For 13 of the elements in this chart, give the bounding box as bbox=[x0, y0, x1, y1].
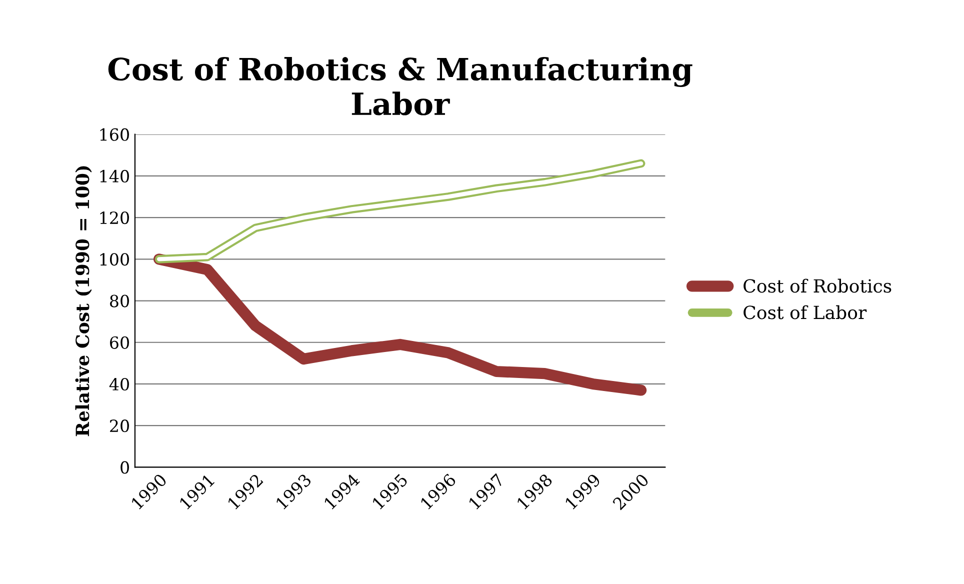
y-tick-label: 100 bbox=[100, 253, 129, 266]
legend-label: Cost of Robotics bbox=[744, 278, 892, 293]
y-axis-title: Relative Cost (1990 = 100) bbox=[75, 166, 92, 436]
legend-label: Cost of Labor bbox=[744, 305, 867, 320]
y-tick-label: 120 bbox=[100, 212, 129, 224]
y-tick-label: 0 bbox=[120, 461, 129, 474]
y-tick-label: 60 bbox=[110, 336, 129, 349]
chart-title: Cost of Robotics & Manufacturing Labor bbox=[108, 57, 692, 116]
y-tick-label: 80 bbox=[110, 294, 129, 308]
y-tick-label: 40 bbox=[109, 378, 129, 391]
y-tick-label: 20 bbox=[110, 420, 129, 432]
y-tick-label: 140 bbox=[100, 170, 129, 182]
y-tick-label: 160 bbox=[100, 128, 129, 141]
